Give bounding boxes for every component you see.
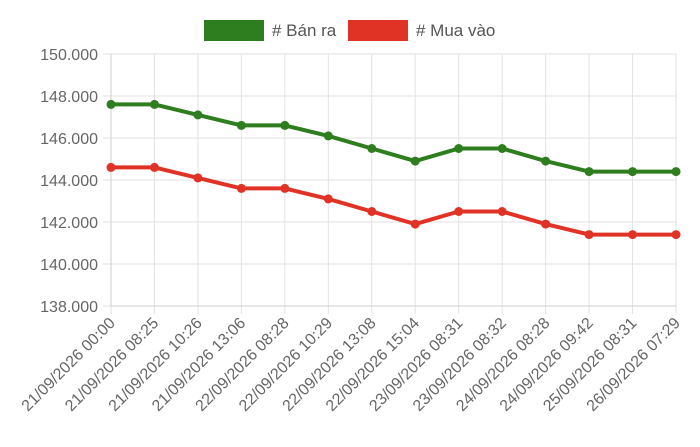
data-point[interactable] — [497, 144, 507, 153]
legend-label: # Bán ra — [272, 21, 337, 40]
data-point[interactable] — [584, 230, 594, 240]
data-point[interactable] — [454, 144, 464, 153]
data-point[interactable] — [671, 167, 681, 177]
data-point[interactable] — [280, 183, 290, 193]
data-point[interactable] — [236, 120, 246, 130]
y-tick-label: 146.000 — [40, 131, 98, 148]
data-point[interactable] — [149, 162, 159, 172]
data-point[interactable] — [106, 99, 116, 109]
legend-item-1[interactable]: # Bán ra — [204, 20, 337, 41]
data-point[interactable] — [671, 230, 681, 240]
y-tick-label: 138.000 — [40, 299, 98, 316]
legend: # Bán ra # Mua vào — [204, 20, 495, 41]
series-layer — [106, 99, 681, 240]
series-1 — [106, 99, 681, 177]
data-point[interactable] — [193, 110, 203, 120]
data-point[interactable] — [280, 120, 290, 130]
data-point[interactable] — [628, 167, 638, 177]
data-point[interactable] — [106, 162, 116, 172]
data-point[interactable] — [149, 99, 159, 109]
series-line — [109, 165, 678, 237]
legend-swatch — [204, 20, 264, 41]
legend-item-2[interactable]: # Mua vào — [348, 20, 495, 41]
data-point[interactable] — [193, 173, 203, 183]
y-axis: 138.000 140.000 142.000 144.000 146.000 148.0… — [40, 47, 112, 316]
data-point[interactable] — [541, 219, 551, 229]
y-tick-label: 140.000 — [40, 257, 98, 274]
grid-lines — [103, 53, 677, 314]
series-line — [109, 102, 678, 174]
data-point[interactable] — [497, 207, 507, 216]
data-point[interactable] — [367, 144, 377, 153]
data-point[interactable] — [323, 131, 333, 141]
data-point[interactable] — [410, 156, 420, 166]
data-point[interactable] — [628, 230, 638, 240]
data-point[interactable] — [410, 219, 420, 229]
legend-label: # Mua vào — [416, 21, 495, 40]
data-point[interactable] — [454, 207, 464, 216]
y-tick-label: 148.000 — [40, 89, 98, 106]
data-point[interactable] — [541, 156, 551, 166]
legend-swatch — [348, 20, 408, 41]
y-tick-label: 144.000 — [40, 173, 98, 190]
data-point[interactable] — [367, 207, 377, 216]
data-point[interactable] — [236, 183, 246, 193]
y-tick-label: 142.000 — [40, 215, 98, 232]
y-tick-label: 150.000 — [40, 47, 98, 64]
series-2 — [106, 162, 681, 240]
data-point[interactable] — [323, 194, 333, 204]
data-point[interactable] — [584, 167, 594, 177]
